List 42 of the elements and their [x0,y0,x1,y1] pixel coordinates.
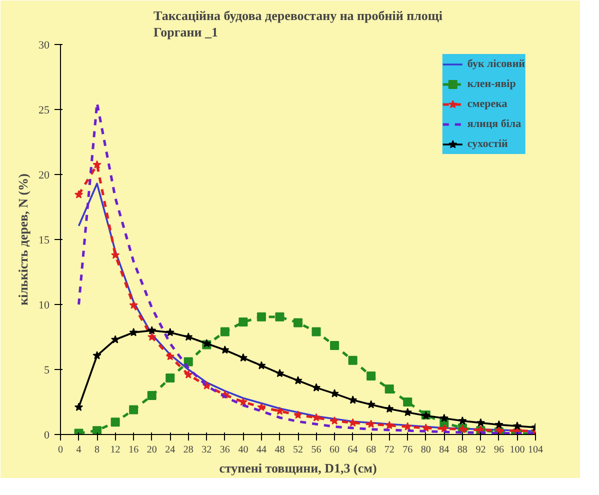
x-tick-label: 88 [457,444,468,456]
x-tick-label: 12 [110,444,120,456]
x-tick-label: 44 [256,444,266,456]
y-tick-label: 0 [44,430,50,442]
x-tick-label: 52 [293,444,303,456]
x-tick-label: 100 [510,444,525,456]
chart-title: Таксаційна будова деревостану на пробній площі Горгани _1 [154,8,443,40]
y-tick-label: 10 [38,300,50,312]
x-tick-label: 68 [366,444,376,456]
y-tick-label: 5 [44,364,50,376]
x-tick-label: 56 [311,444,322,456]
x-tick-label: 76 [402,444,413,456]
x-tick-label: 60 [330,444,340,456]
y-axis-title: кількість дерев, N (%) [16,174,30,306]
x-tick-label: 0 [58,444,63,456]
x-tick-label: 16 [128,444,139,456]
legend-label: бук лісовий [467,58,525,70]
y-tick-label: 20 [38,170,50,182]
x-tick-label: 64 [348,444,358,456]
y-tick-label: 25 [38,104,50,116]
x-tick-label: 32 [202,444,212,456]
x-tick-label: 24 [165,444,176,456]
y-tick-label: 30 [38,40,50,52]
x-tick-label: 4 [76,444,82,456]
x-tick-label: 104 [528,444,543,456]
legend-label: клен-явір [467,78,516,90]
legend-label: ялиця біла [467,118,522,130]
x-tick-label: 8 [94,444,100,456]
x-tick-label: 28 [183,444,194,456]
x-axis-title: ступені товщини, D1,3 (см) [219,460,377,476]
x-tick-label: 40 [238,444,248,456]
x-tick-label: 96 [494,444,504,456]
x-tick-label: 92 [476,444,486,456]
legend-label: сухостій [467,138,508,150]
x-tick-label: 20 [146,444,157,456]
x-tick-label: 84 [439,444,450,456]
x-tick-label: 80 [420,444,431,456]
x-tick-label: 72 [384,444,394,456]
y-tick-label: 15 [38,234,50,246]
legend-label: смерека [467,98,508,110]
x-tick-label: 36 [220,444,230,456]
x-tick-label: 48 [274,444,285,456]
